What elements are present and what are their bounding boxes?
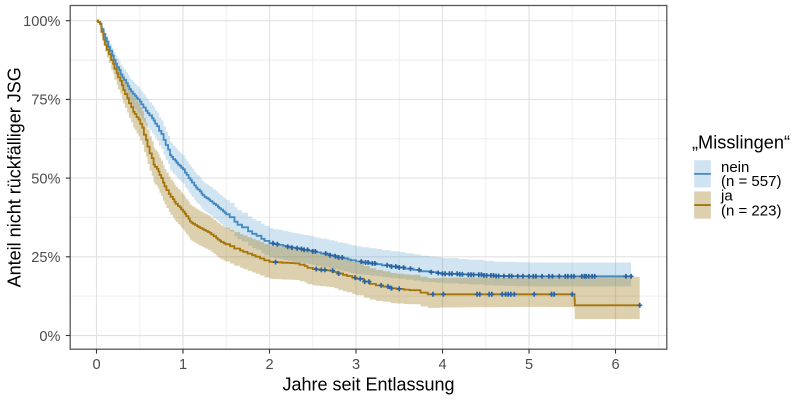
- svg-text:1: 1: [179, 357, 187, 373]
- svg-text:100%: 100%: [23, 14, 60, 30]
- svg-text:ja: ja: [720, 188, 733, 205]
- svg-text:25%: 25%: [31, 250, 60, 266]
- svg-text:0: 0: [92, 357, 100, 373]
- svg-text:(n = 557): (n = 557): [721, 173, 781, 190]
- svg-text:75%: 75%: [31, 93, 60, 109]
- svg-text:(n = 223): (n = 223): [721, 203, 781, 220]
- svg-text:nein: nein: [721, 159, 749, 176]
- svg-text:6: 6: [611, 357, 619, 373]
- svg-text:5: 5: [525, 357, 533, 373]
- svg-text:Jahre seit Entlassung: Jahre seit Entlassung: [282, 374, 454, 394]
- svg-text:„Misslingen“: „Misslingen“: [692, 133, 790, 153]
- svg-text:4: 4: [438, 357, 446, 373]
- svg-text:0%: 0%: [39, 329, 60, 345]
- svg-text:Anteil nicht rückfälliger JSG: Anteil nicht rückfälliger JSG: [5, 67, 25, 287]
- svg-text:2: 2: [265, 357, 273, 373]
- svg-text:50%: 50%: [31, 171, 60, 187]
- svg-text:3: 3: [352, 357, 360, 373]
